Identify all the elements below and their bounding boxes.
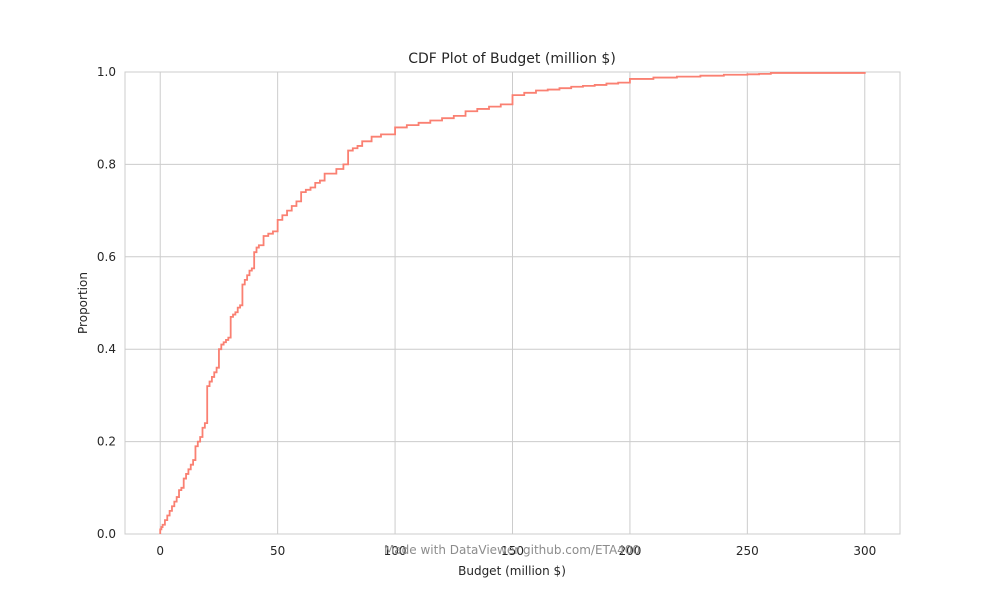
x-axis-label: Budget (million $) [458,564,566,578]
chart-title: CDF Plot of Budget (million $) [408,51,616,67]
x-tick-label: 250 [736,544,759,558]
x-tick-label: 100 [384,544,407,558]
watermark: Made with DataViewer github.com/ETA400 [384,543,640,557]
x-tick-label: 50 [270,544,285,558]
x-tick-label: 0 [156,544,164,558]
x-tick-label: 150 [501,544,524,558]
cdf-step-line [159,72,866,534]
y-tick-label: 0.2 [97,435,116,449]
plot-frame [124,71,901,535]
y-tick-label: 0.4 [97,342,116,356]
grid-lines [125,71,900,535]
y-tick-label: 0.0 [97,527,116,541]
y-tick-label: 1.0 [97,65,116,79]
x-tick-label: 300 [853,544,876,558]
y-tick-label: 0.8 [97,157,116,171]
y-tick-labels: 0.0 0.2 0.4 0.6 0.8 1.0 [97,65,116,541]
y-axis-label: Proportion [76,272,90,334]
x-tick-labels: 0 50 100 150 200 250 300 [156,544,876,558]
x-tick-label: 200 [618,544,641,558]
y-tick-label: 0.6 [97,250,116,264]
